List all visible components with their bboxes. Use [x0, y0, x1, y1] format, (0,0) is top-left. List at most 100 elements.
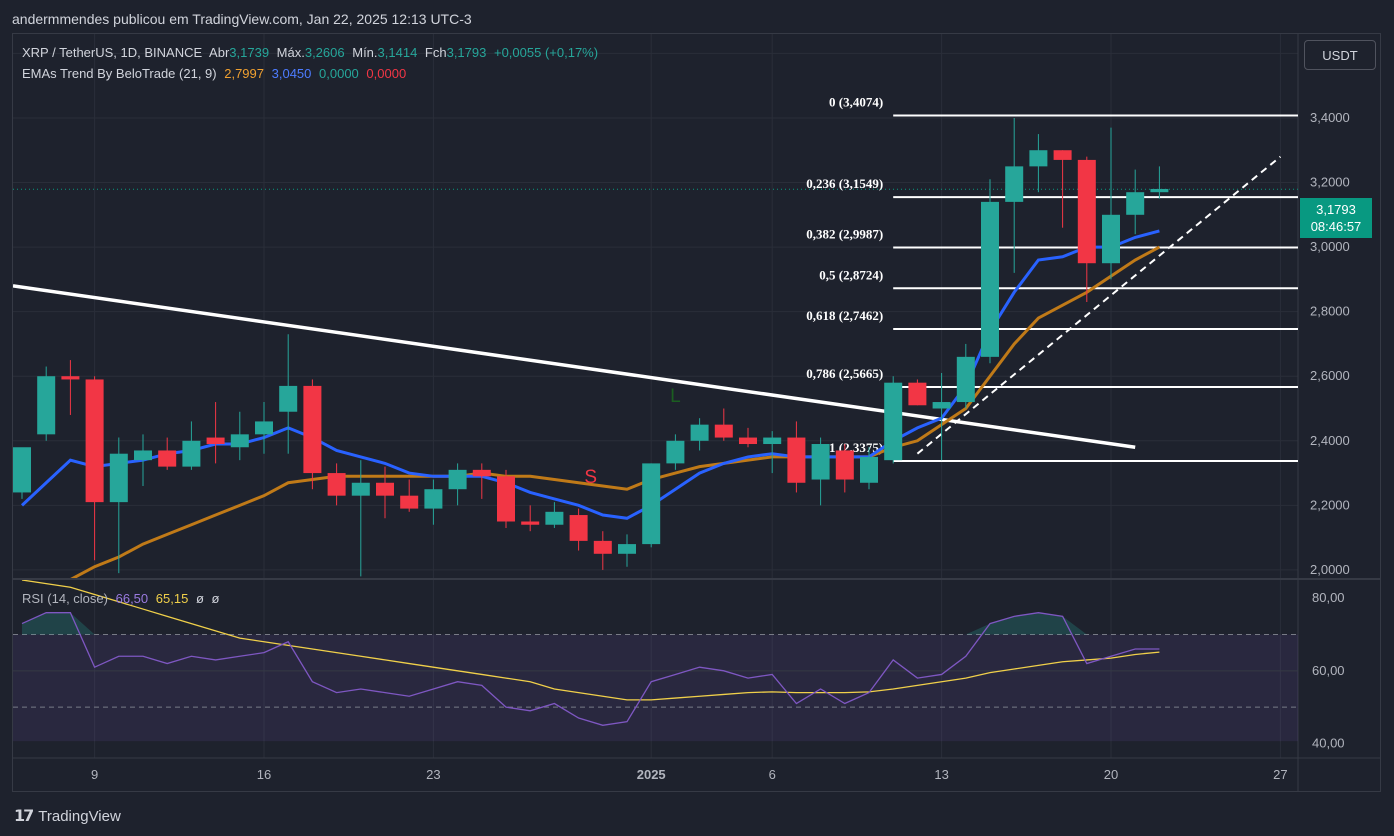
ema-name[interactable]: EMAs Trend By BeloTrade (21, 9) [22, 66, 217, 81]
signal-marker: S [584, 467, 597, 488]
symbol-name[interactable]: XRP / TetherUS, 1D, BINANCE [22, 45, 203, 60]
candle-body [230, 434, 249, 448]
y-tick-label: 2,2000 [1310, 497, 1350, 512]
signal-marker: L [670, 386, 681, 407]
candle-body [569, 515, 588, 541]
currency-button[interactable]: USDT [1304, 40, 1376, 70]
candle-body [158, 450, 177, 467]
candle-body [545, 511, 564, 525]
y-tick-label: 2,6000 [1310, 368, 1350, 383]
symbol-legend[interactable]: XRP / TetherUS, 1D, BINANCE Abr3,1739 Má… [22, 45, 602, 60]
candle-body [593, 540, 612, 554]
fib-level-label: 0,382 (2,9987) [806, 226, 883, 241]
close-value: 3,1793 [446, 45, 487, 60]
ema-value-4: 0,0000 [366, 66, 407, 81]
open-value: 3,1739 [229, 45, 270, 60]
publisher-header: andermmendes publicou em TradingView.com… [12, 11, 472, 27]
candle-body [956, 356, 975, 403]
rsi-ma-line [21, 580, 1160, 701]
y-tick-label: 2,8000 [1310, 304, 1350, 319]
candle-body [109, 453, 128, 503]
fib-level-label: 0,786 (2,5665) [806, 366, 883, 381]
candle-body [376, 482, 394, 496]
candle-body [279, 385, 298, 412]
rsi-line [21, 612, 1160, 726]
candle-body [37, 376, 56, 435]
candle-body [981, 201, 999, 357]
rsi-pane [13, 580, 1298, 742]
fib-level-label: 0 (3,4074) [829, 95, 883, 110]
candle-body [1150, 188, 1169, 193]
low-label: Mín. [352, 45, 378, 60]
rsi-tick-label: 40,00 [1312, 735, 1345, 750]
candle-body [400, 495, 419, 509]
ema-legend[interactable]: EMAs Trend By BeloTrade (21, 9) 2,7997 3… [22, 66, 410, 81]
dashed-trendline [916, 155, 1282, 455]
candle-body [13, 447, 31, 493]
y-tick-label: 3,4000 [1310, 110, 1350, 125]
candle-body [1077, 159, 1096, 264]
rsi-name[interactable]: RSI (14, close) [22, 591, 108, 606]
candle-body [763, 437, 782, 445]
high-value: 3,2606 [304, 45, 345, 60]
candle-body [327, 473, 346, 496]
rsi-band [13, 634, 1298, 742]
candle-body [835, 450, 854, 480]
y-tick-label: 2,4000 [1310, 433, 1350, 448]
rsi-legend[interactable]: RSI (14, close) 66,50 65,15 ø ø [22, 591, 223, 606]
candle-body [472, 469, 491, 477]
candle-body [666, 440, 685, 464]
chart-frame [12, 33, 1381, 792]
fib-level-label: 0,236 (3,1549) [806, 176, 883, 191]
x-tick-label: 13 [934, 767, 948, 782]
candle-body [134, 450, 152, 461]
countdown-value: 08:46:57 [1310, 219, 1362, 234]
candle-body [690, 424, 709, 441]
rsi-tick-label: 60,00 [1312, 663, 1345, 678]
candle-body [521, 521, 540, 525]
change-value: +0,0055 (+0,17%) [493, 45, 599, 60]
x-tick-label: 9 [91, 767, 98, 782]
candle-body [206, 437, 225, 445]
candle-body [61, 376, 80, 380]
x-tick-label: 2025 [637, 767, 666, 782]
candle-body [884, 382, 903, 461]
candle-body [182, 440, 201, 467]
candle-body [1005, 166, 1024, 202]
candle-body [618, 544, 636, 554]
fib-level-label: 0,5 (2,8724) [819, 267, 883, 282]
tradingview-logo-icon: 𝟭𝟳 [14, 808, 34, 825]
rsi-extra-2: ø [211, 591, 220, 606]
candle-body [908, 382, 927, 406]
low-value: 3,1414 [377, 45, 418, 60]
fib-level-label: 0,618 (2,7462) [806, 308, 883, 323]
y-tick-label: 2,0000 [1310, 562, 1350, 577]
x-tick-label: 6 [769, 767, 776, 782]
tradingview-logo-text: TradingView [38, 807, 121, 825]
last-price-tag: 3,1793 08:46:57 [1300, 198, 1372, 238]
candle-body [714, 424, 733, 438]
candle-body [739, 437, 757, 445]
ema-slow-line [70, 245, 1161, 578]
candle-body [860, 456, 878, 483]
rsi-ma-value: 65,15 [155, 591, 189, 606]
candle-body [351, 482, 370, 496]
y-tick-label: 3,0000 [1310, 239, 1350, 254]
candle-body [787, 437, 806, 483]
candle-body [497, 476, 515, 522]
y-tick-label: 3,2000 [1310, 175, 1350, 190]
candle-body [811, 444, 830, 480]
x-tick-label: 27 [1273, 767, 1287, 782]
tradingview-logo[interactable]: 𝟭𝟳 TradingView [14, 806, 121, 826]
candle-body [1102, 214, 1120, 264]
ema-value-3: 0,0000 [319, 66, 359, 81]
x-tick-label: 20 [1104, 767, 1118, 782]
rsi-extra-1: ø [195, 591, 204, 606]
open-label: Abr [209, 45, 230, 60]
candle-body [932, 402, 951, 409]
candle-body [642, 463, 661, 545]
candle-body [303, 385, 322, 474]
x-tick-label: 16 [257, 767, 271, 782]
candle-body [1126, 192, 1145, 215]
